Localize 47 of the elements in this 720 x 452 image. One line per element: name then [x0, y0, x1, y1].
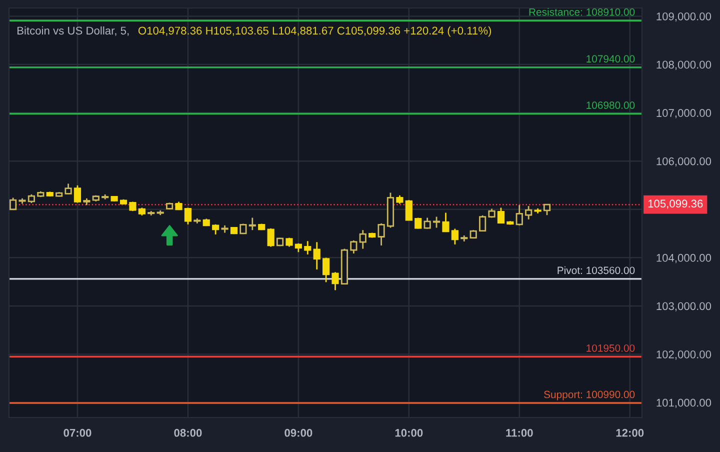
ref-line-label: 105,099.36 — [648, 200, 703, 209]
candlestick — [332, 271, 339, 291]
y-tick-label: 107,000.00 — [656, 109, 712, 118]
candlestick — [129, 201, 136, 212]
x-tick-label: 12:00 — [616, 428, 644, 437]
x-tick-label: 07:00 — [64, 428, 92, 437]
x-tick-label: 11:00 — [506, 428, 533, 437]
candlestick — [267, 228, 274, 248]
y-tick-label: 109,000.00 — [656, 12, 712, 22]
candlestick — [451, 228, 458, 246]
candlestick — [350, 240, 358, 254]
candlestick — [525, 205, 532, 220]
candlestick — [414, 217, 422, 230]
candlestick — [359, 229, 366, 250]
candlestick — [248, 217, 256, 231]
candlestick — [64, 182, 72, 195]
candlestick — [184, 207, 192, 226]
y-tick-label: 101,000.00 — [656, 398, 712, 408]
candlestick — [442, 212, 450, 233]
ref-line-label: Pivot: 103560.00 — [558, 266, 635, 274]
y-tick-label: 106,000.00 — [656, 157, 712, 167]
ref-line-label: 107940.00 — [586, 55, 635, 63]
ref-line-label: Support: 100990.00 — [544, 390, 635, 400]
candlestick — [74, 184, 82, 204]
candlestick — [516, 204, 523, 226]
x-tick-label: 08:00 — [174, 428, 202, 437]
candlestick — [313, 241, 320, 270]
x-tick-label: 09:00 — [284, 428, 312, 437]
y-tick-label: 103,000.00 — [656, 302, 712, 312]
candlestick — [304, 240, 312, 256]
candlestick — [432, 216, 440, 228]
candlestick — [378, 222, 385, 246]
text: Bitcoin vs US Dollar, 5, — [18, 26, 129, 36]
candlestick — [543, 204, 551, 216]
candlestick — [405, 199, 412, 222]
y-tick-label: 102,000.00 — [656, 350, 712, 360]
ref-line-label: 101950.00 — [586, 344, 635, 352]
candlestick — [497, 207, 505, 224]
y-tick-label: 108,000.00 — [656, 60, 712, 70]
candlestick — [424, 217, 431, 230]
ref-line-label: 106980.00 — [586, 102, 635, 109]
candlestick — [322, 257, 330, 283]
candlestick — [479, 214, 486, 232]
x-tick-label: 10:00 — [395, 428, 423, 437]
y-tick-label: 104,000.00 — [656, 254, 712, 264]
ref-line-label: Resistance: 108910.00 — [529, 8, 635, 16]
text: O104,978.36 H105,103.65 L104,881.67 C105,099.36 +120.24 (+0.11%) — [138, 26, 492, 37]
